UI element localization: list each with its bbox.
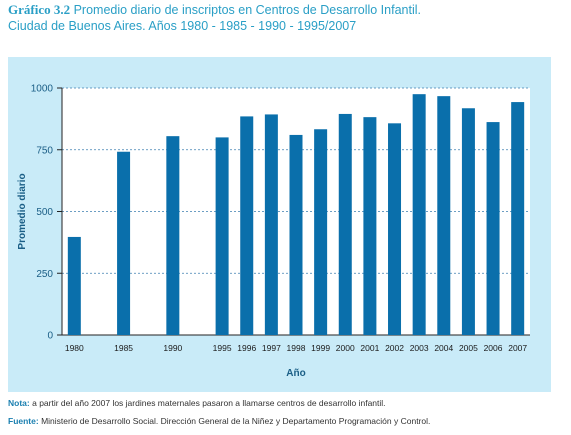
chart-subtitle: Ciudad de Buenos Aires. Años 1980 - 1985… xyxy=(8,19,357,33)
x-tick-label: 1999 xyxy=(311,343,330,353)
x-tick-label: 1990 xyxy=(163,343,182,353)
bar-2004 xyxy=(437,96,451,335)
bar-2000 xyxy=(338,113,352,335)
bar-1990 xyxy=(166,136,180,335)
y-axis-label: Promedio diario xyxy=(17,173,28,249)
y-tick-label: 750 xyxy=(36,145,53,156)
y-tick-label: 1000 xyxy=(31,84,54,95)
x-tick-label: 2003 xyxy=(410,343,429,353)
x-tick-labels: 1980 1985 1990 1995 1996 1997 1998 1999 2000 2001… xyxy=(65,343,528,353)
x-tick-label: 2000 xyxy=(336,343,355,353)
note-label: Nota: xyxy=(8,398,30,408)
bar-1999 xyxy=(314,129,328,335)
bar-2006 xyxy=(486,122,500,335)
bar-1998 xyxy=(289,134,303,335)
y-tick-label: 0 xyxy=(47,331,53,342)
x-tick-label: 2004 xyxy=(434,343,453,353)
x-tick-label: 1998 xyxy=(287,343,306,353)
bar-2002 xyxy=(388,123,402,335)
bar-2007 xyxy=(511,102,525,335)
x-tick-label: 1980 xyxy=(65,343,84,353)
x-tick-label: 2006 xyxy=(484,343,503,353)
bar-2003 xyxy=(412,94,426,335)
y-tick-label: 250 xyxy=(36,269,53,280)
bar-1980 xyxy=(67,236,81,335)
bar-1997 xyxy=(264,114,278,335)
bar-1995 xyxy=(215,137,229,335)
x-tick-label: 1997 xyxy=(262,343,281,353)
bar-2005 xyxy=(461,108,475,335)
footnote: Nota: a partir del año 2007 los jardines… xyxy=(8,398,386,408)
x-tick-label: 1995 xyxy=(213,343,232,353)
x-tick-label: 2007 xyxy=(508,343,527,353)
source-line: Fuente: Ministerio de Desarrollo Social.… xyxy=(8,416,430,426)
x-axis-label: Año xyxy=(286,368,305,379)
x-tick-label: 2005 xyxy=(459,343,478,353)
x-tick-label: 1996 xyxy=(237,343,256,353)
x-tick-label: 2002 xyxy=(385,343,404,353)
bar-2001 xyxy=(363,117,377,335)
x-tick-label: 1985 xyxy=(114,343,133,353)
chart-label: Gráfico 3.2 xyxy=(8,2,71,17)
bars xyxy=(67,94,525,335)
source-text: Ministerio de Desarrollo Social. Direcci… xyxy=(41,416,431,426)
chart-title: Promedio diario de inscriptos en Centros… xyxy=(73,3,421,17)
bar-1985 xyxy=(117,151,131,335)
x-tick-label: 2001 xyxy=(360,343,379,353)
y-tick-label: 500 xyxy=(36,207,53,218)
chart-title-block: Gráfico 3.2 Promedio diario de inscripto… xyxy=(8,2,568,34)
bar-1996 xyxy=(240,116,254,335)
note-text: a partir del año 2007 los jardines mater… xyxy=(32,398,386,408)
source-label: Fuente: xyxy=(8,416,39,426)
